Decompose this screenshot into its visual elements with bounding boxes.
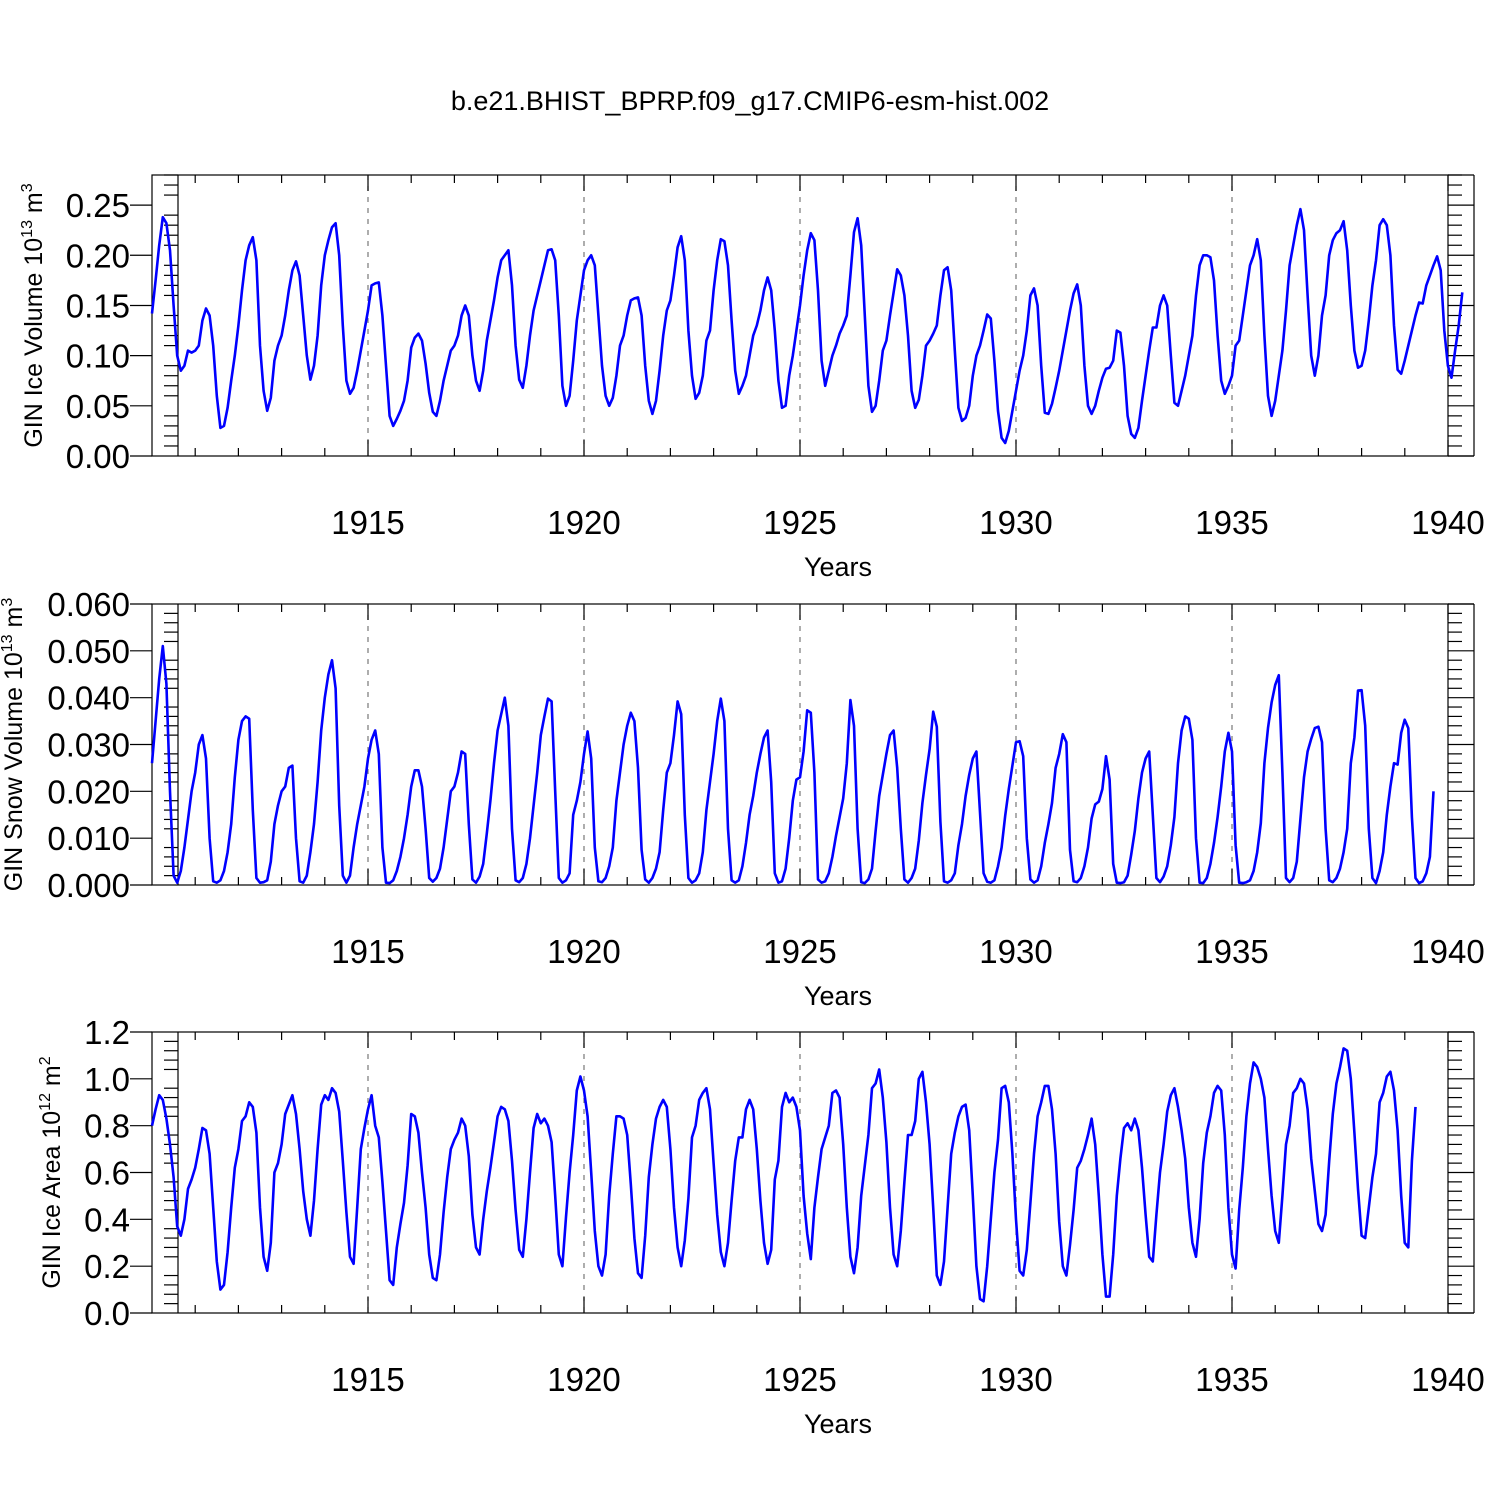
y-tick-label: 0.000 (47, 867, 130, 904)
x-tick-label: 1930 (979, 933, 1052, 970)
y-tick-label: 0.25 (66, 187, 130, 224)
plot-frame (151, 603, 1449, 886)
x-tick-label: 1930 (979, 1361, 1052, 1398)
y-tick-label: 0.050 (47, 633, 130, 670)
x-tick-label: 1935 (1195, 504, 1268, 541)
y-tick-label: 0.020 (47, 773, 130, 810)
x-axis-label: Years (804, 552, 872, 582)
y-tick-label: 0.20 (66, 237, 130, 274)
x-tick-label: 1925 (763, 504, 836, 541)
y-tick-label: 0.10 (66, 338, 130, 375)
x-tick-label: 1920 (547, 504, 620, 541)
x-tick-label: 1915 (331, 933, 404, 970)
x-tick-label: 1935 (1195, 1361, 1268, 1398)
figure-title: b.e21.BHIST_BPRP.f09_g17.CMIP6-esm-hist.… (451, 86, 1049, 116)
x-tick-label: 1925 (763, 933, 836, 970)
x-tick-label: 1915 (331, 1361, 404, 1398)
x-tick-label: 1940 (1411, 504, 1484, 541)
y-tick-label: 0.040 (47, 680, 130, 717)
x-tick-label: 1925 (763, 1361, 836, 1398)
data-series-line (150, 644, 1435, 885)
x-tick-label: 1940 (1411, 933, 1484, 970)
y-tick-label: 0.2 (84, 1248, 130, 1285)
x-tick-label: 1915 (331, 504, 404, 541)
y-tick-label: 0.030 (47, 727, 130, 764)
y-tick-label: 0.6 (84, 1155, 130, 1192)
ice-area-panel: 1915 1920 1925 1930 1935 1940 0.0 0.2 0.4 0.6 0.8 1… (37, 1014, 1485, 1439)
x-tick-label: 1920 (547, 1361, 620, 1398)
snow-volume-panel: 1915 1920 1925 1930 1935 1940 0.000 0.010 0.020 0… (0, 586, 1485, 1011)
y-axis-label: GIN Snow Volume 1013 m3 (0, 598, 28, 892)
x-axis-label: Years (804, 981, 872, 1011)
y-tick-label: 0.0 (84, 1295, 130, 1332)
y-axis-label: GIN Ice Volume 1013 m3 (19, 183, 48, 447)
plot-frame (151, 174, 1449, 457)
y-tick-label: 0.4 (84, 1201, 130, 1238)
y-tick-label: 0.15 (66, 287, 130, 324)
x-tick-label: 1935 (1195, 933, 1268, 970)
y-axis-label: GIN Ice Area 1012 m2 (37, 1056, 66, 1288)
x-tick-label: 1940 (1411, 1361, 1484, 1398)
y-tick-label: 0.010 (47, 820, 130, 857)
x-tick-label: 1930 (979, 504, 1052, 541)
y-tick-label: 1.2 (84, 1014, 130, 1051)
plot-frame (151, 1031, 1449, 1314)
y-tick-label: 1.0 (84, 1061, 130, 1098)
y-tick-label: 0.05 (66, 388, 130, 425)
x-axis-label: Years (804, 1409, 872, 1439)
ice-volume-panel: 1915 1920 1925 1930 1935 1940 0.00 0.05 0.10 0.15… (19, 174, 1485, 582)
y-tick-label: 0.060 (47, 586, 130, 623)
data-series-line (150, 1047, 1417, 1303)
y-tick-label: 0.8 (84, 1108, 130, 1145)
data-series-line (150, 207, 1464, 445)
y-tick-label: 0.00 (66, 438, 130, 475)
x-tick-label: 1920 (547, 933, 620, 970)
